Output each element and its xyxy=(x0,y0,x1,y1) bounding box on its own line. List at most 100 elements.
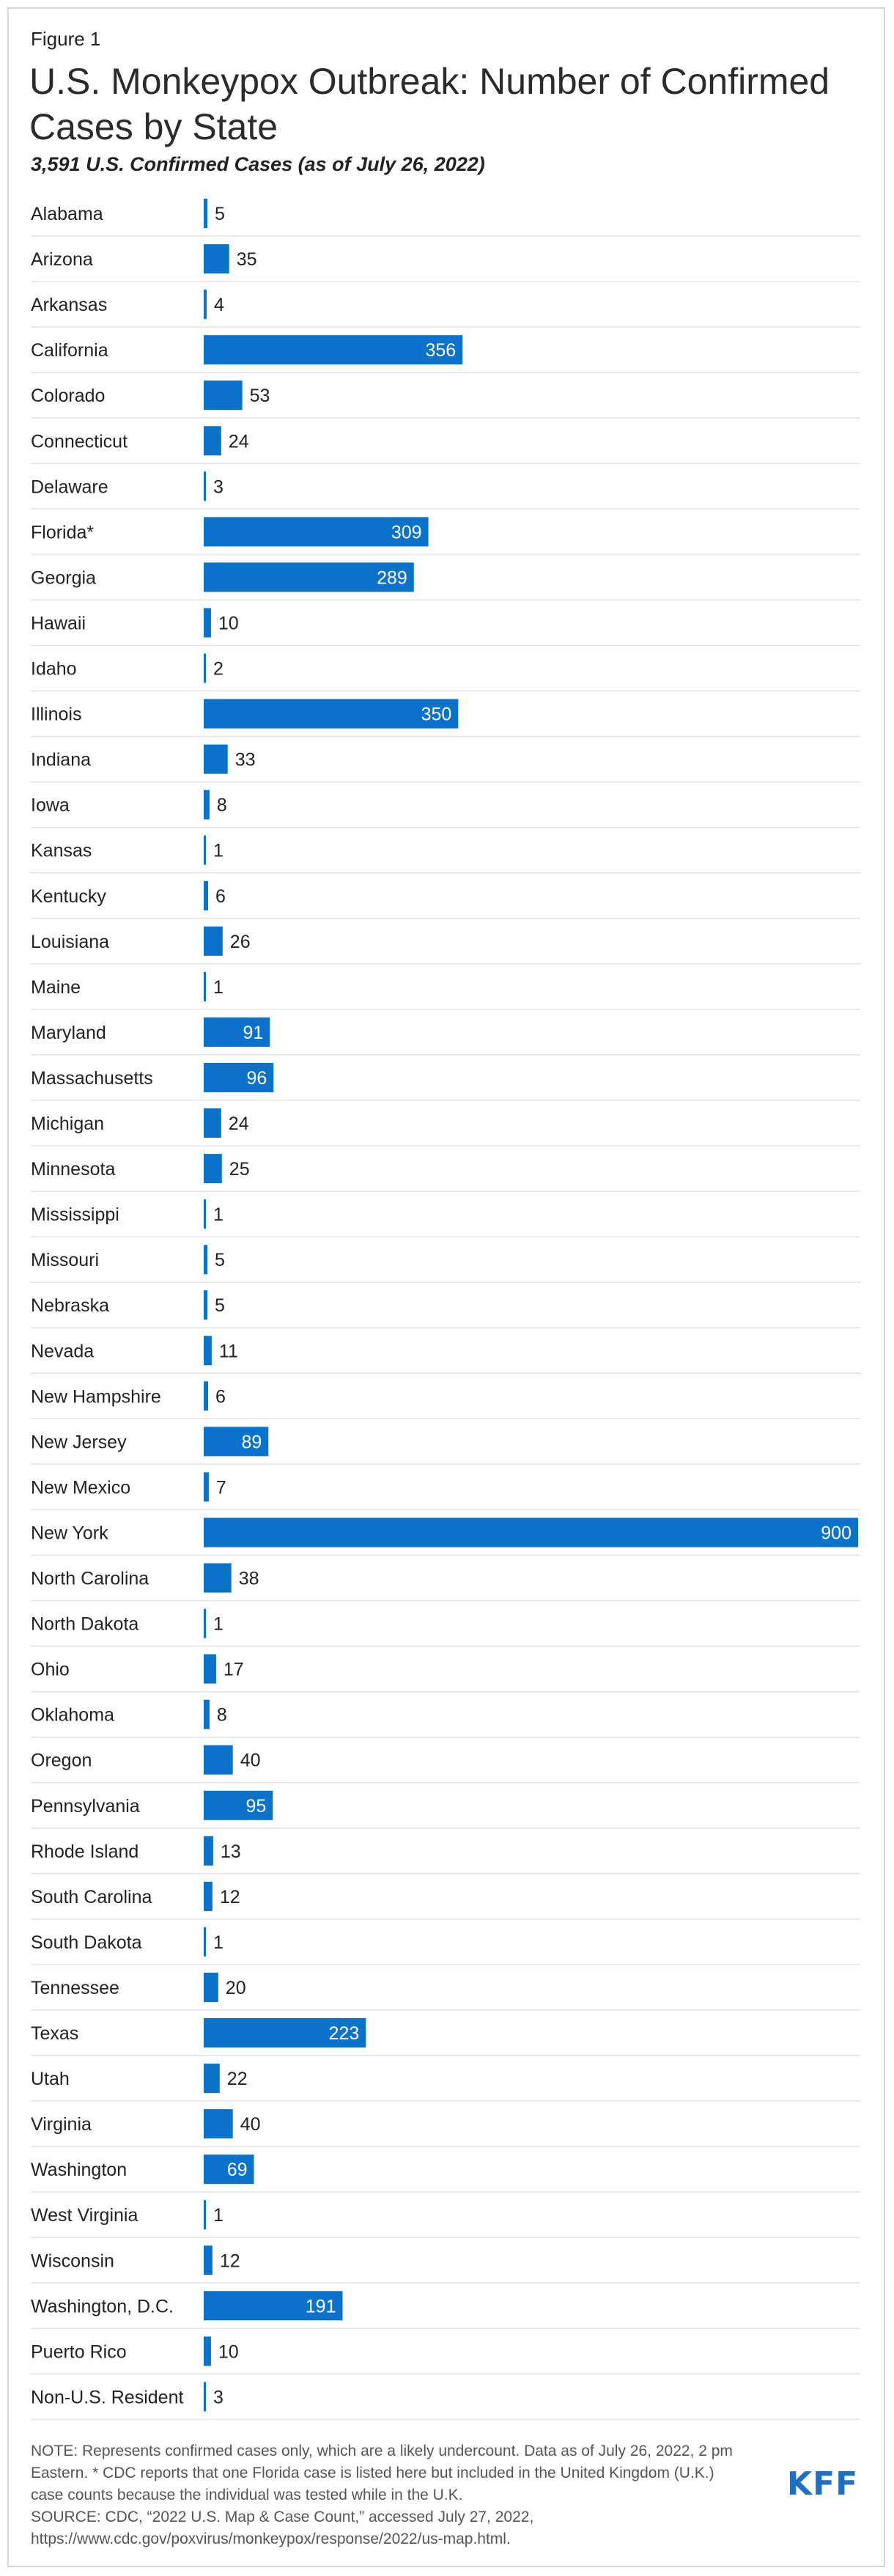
value-label: 20 xyxy=(226,1978,246,1998)
category-label: Nevada xyxy=(31,1341,94,1361)
bar xyxy=(204,1290,207,1320)
bar xyxy=(204,1017,270,1047)
value-label: 289 xyxy=(377,567,407,588)
value-label: 24 xyxy=(229,431,249,452)
category-label: Tennessee xyxy=(31,1978,119,1998)
bar xyxy=(204,1973,218,2002)
category-label: Non-U.S. Resident xyxy=(31,2387,183,2407)
chart-subtitle: 3,591 U.S. Confirmed Cases (as of July 2… xyxy=(31,153,485,175)
category-label: Arizona xyxy=(31,249,93,270)
category-label: Texas xyxy=(31,2023,78,2044)
bar xyxy=(204,790,210,820)
value-label: 53 xyxy=(250,386,270,406)
category-label: North Dakota xyxy=(31,1614,138,1635)
bar xyxy=(204,744,228,774)
category-label: West Virginia xyxy=(31,2205,138,2226)
bar xyxy=(204,380,243,411)
category-label: Georgia xyxy=(31,567,96,588)
bar xyxy=(204,2245,213,2275)
value-label: 13 xyxy=(221,1841,241,1862)
bar xyxy=(204,1745,233,1775)
category-label: Hawaii xyxy=(31,614,86,634)
value-label: 309 xyxy=(391,522,422,542)
category-label: Louisiana xyxy=(31,932,109,952)
value-label: 10 xyxy=(218,614,239,634)
category-label: New Mexico xyxy=(31,1477,130,1498)
category-label: Washington xyxy=(31,2160,127,2180)
category-label: Minnesota xyxy=(31,1159,115,1180)
category-label: Maine xyxy=(31,977,81,998)
category-label: Illinois xyxy=(31,704,81,725)
note-line: NOTE: Represents confirmed cases only, w… xyxy=(31,2443,733,2459)
bar xyxy=(204,1108,221,1138)
value-label: 8 xyxy=(217,1705,227,1726)
bar xyxy=(204,562,414,592)
value-label: 1 xyxy=(213,1614,224,1635)
value-label: 2 xyxy=(213,659,224,680)
value-label: 5 xyxy=(215,1295,225,1316)
bar xyxy=(204,471,206,501)
bar xyxy=(204,1654,216,1684)
category-label: Virginia xyxy=(31,2114,92,2135)
bar xyxy=(204,2291,343,2321)
bar xyxy=(204,1927,206,1957)
bar xyxy=(204,1154,222,1184)
value-label: 25 xyxy=(229,1159,250,1180)
bar xyxy=(204,1699,210,1729)
bar xyxy=(204,2336,211,2366)
category-label: Michigan xyxy=(31,1114,104,1134)
value-label: 7 xyxy=(216,1477,226,1498)
value-label: 6 xyxy=(215,1386,226,1407)
category-label: Wisconsin xyxy=(31,2251,114,2271)
value-label: 95 xyxy=(245,1796,266,1817)
value-label: 38 xyxy=(239,1569,259,1589)
bar xyxy=(204,2064,220,2094)
note-line: Eastern. * CDC reports that one Florida … xyxy=(31,2465,714,2481)
category-label: Connecticut xyxy=(31,431,128,452)
category-label: Florida* xyxy=(31,522,94,542)
value-label: 91 xyxy=(243,1023,263,1043)
value-label: 40 xyxy=(240,1751,261,1771)
bar xyxy=(204,1245,207,1275)
bar xyxy=(204,835,206,865)
bar xyxy=(204,290,207,320)
category-label: Arkansas xyxy=(31,295,107,315)
category-label: Rhode Island xyxy=(31,1841,138,1862)
category-label: Oklahoma xyxy=(31,1705,114,1726)
bar xyxy=(204,2154,254,2185)
bar xyxy=(204,1063,274,1092)
value-label: 33 xyxy=(235,750,256,770)
value-label: 12 xyxy=(220,1887,240,1907)
chart-title: U.S. Monkeypox Outbreak: Number of Confi… xyxy=(29,61,830,147)
value-label: 26 xyxy=(230,932,251,952)
chart-note: NOTE: Represents confirmed cases only, w… xyxy=(31,2440,764,2550)
category-label: Delaware xyxy=(31,476,108,497)
category-label: Iowa xyxy=(31,795,70,816)
bar xyxy=(204,699,459,729)
value-label: 40 xyxy=(240,2114,261,2135)
bar xyxy=(204,1608,206,1638)
category-label: Maryland xyxy=(31,1023,106,1043)
category-label: Indiana xyxy=(31,750,91,770)
category-label: Alabama xyxy=(31,204,103,224)
value-label: 89 xyxy=(241,1432,262,1452)
category-label: Missouri xyxy=(31,1250,99,1270)
bar xyxy=(204,2382,206,2412)
value-label: 4 xyxy=(214,295,224,315)
category-label: Colorado xyxy=(31,386,105,406)
category-label: Kansas xyxy=(31,841,92,861)
bar xyxy=(204,1427,269,1457)
value-label: 11 xyxy=(219,1341,238,1361)
bar xyxy=(204,971,206,1001)
value-label: 5 xyxy=(215,204,225,224)
source-url: https://www.cdc.gov/poxvirus/monkeypox/r… xyxy=(31,2531,511,2547)
kff-logo: KFF xyxy=(787,2465,859,2503)
category-label: Nebraska xyxy=(31,1295,109,1316)
bar xyxy=(204,2109,233,2139)
value-label: 8 xyxy=(217,795,227,816)
category-label: Utah xyxy=(31,2069,70,2089)
category-label: Oregon xyxy=(31,1751,92,1771)
category-label: Mississippi xyxy=(31,1204,119,1225)
bar xyxy=(204,1199,206,1229)
